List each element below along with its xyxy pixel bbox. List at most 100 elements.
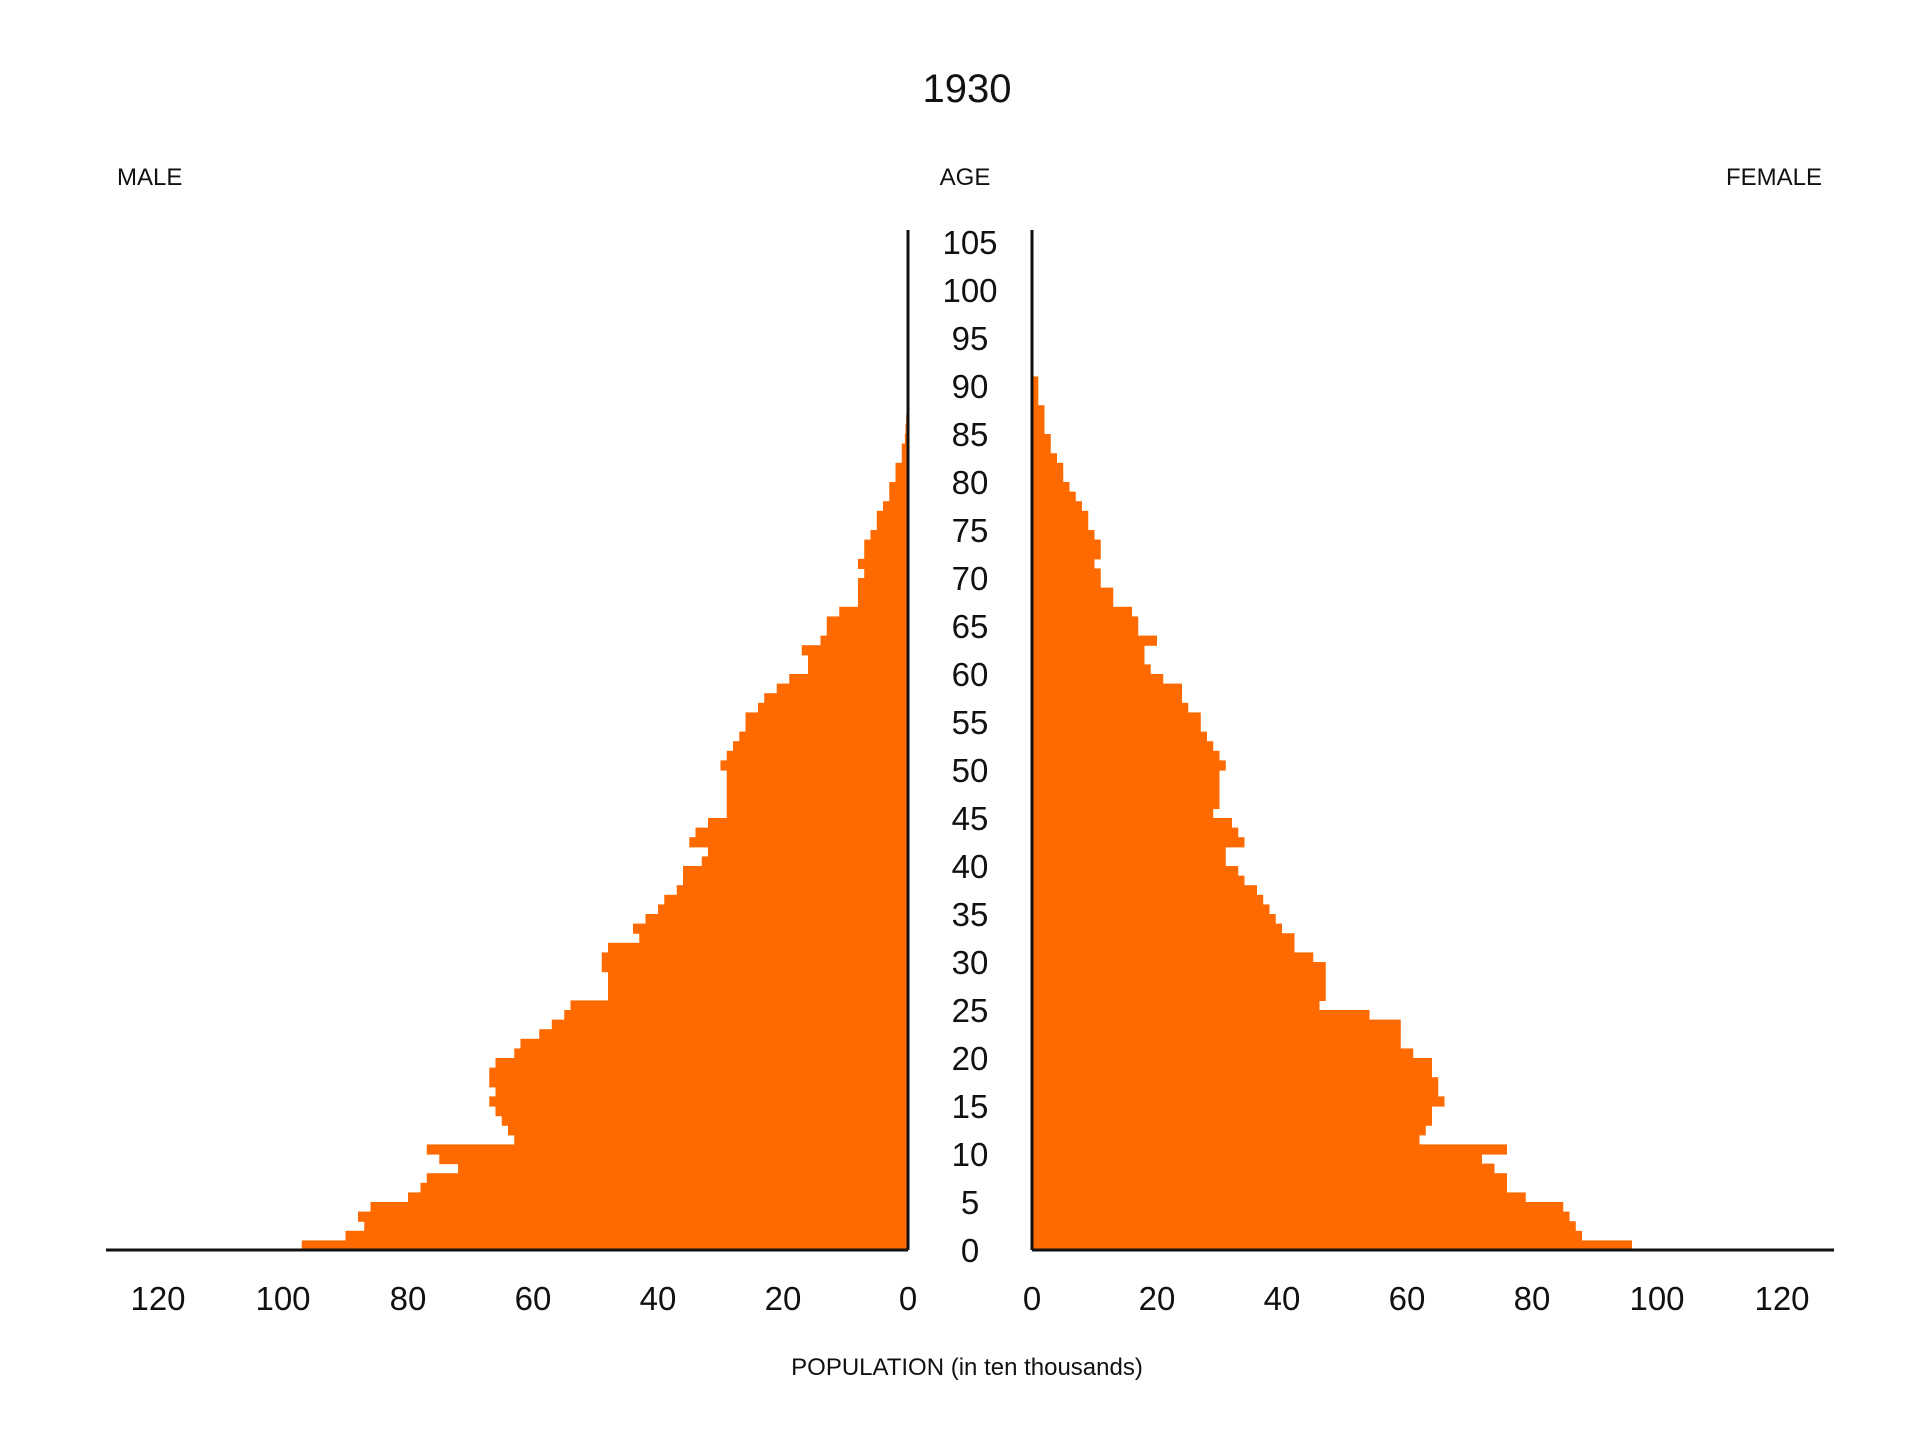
male-bar-age-58 xyxy=(776,683,908,694)
female-x-tick-0: 0 xyxy=(1023,1280,1041,1317)
age-tick-20: 20 xyxy=(952,1040,989,1077)
male-bar-age-71 xyxy=(858,558,908,569)
female-bar-age-70 xyxy=(1032,568,1101,579)
female-bar-age-18 xyxy=(1032,1067,1432,1078)
male-bar-age-20 xyxy=(514,1048,908,1059)
age-tick-5: 5 xyxy=(961,1184,979,1221)
female-bar-age-7 xyxy=(1032,1173,1507,1184)
age-tick-40: 40 xyxy=(952,848,989,885)
female-bar-age-17 xyxy=(1032,1077,1439,1088)
age-tick-75: 75 xyxy=(952,512,989,549)
female-bar-age-33 xyxy=(1032,923,1282,934)
female-x-tick-80: 80 xyxy=(1514,1280,1551,1317)
male-bar-age-22 xyxy=(539,1029,908,1040)
female-bar-age-10 xyxy=(1032,1144,1507,1155)
age-tick-80: 80 xyxy=(952,464,989,501)
male-bar-age-80 xyxy=(895,472,908,483)
female-bar-age-15 xyxy=(1032,1096,1445,1107)
male-bar-age-61 xyxy=(808,654,908,665)
male-label: MALE xyxy=(117,164,182,191)
male-bar-age-74 xyxy=(870,530,908,541)
female-bar-age-86 xyxy=(1032,414,1045,425)
male-bar-age-9 xyxy=(439,1154,908,1165)
age-tick-105: 105 xyxy=(942,224,997,261)
female-bar-age-30 xyxy=(1032,952,1314,963)
male-bar-age-6 xyxy=(420,1182,908,1193)
female-bar-age-58 xyxy=(1032,683,1182,694)
male-bar-age-43 xyxy=(695,827,908,838)
female-bar-age-20 xyxy=(1032,1048,1414,1059)
female-label: FEMALE xyxy=(1726,164,1822,191)
female-bar-age-82 xyxy=(1032,453,1057,464)
female-bar-age-34 xyxy=(1032,914,1276,925)
male-bar-age-17 xyxy=(489,1077,908,1088)
chart-title: 1930 xyxy=(923,67,1012,111)
male-bar-age-73 xyxy=(864,539,908,550)
male-bar-age-42 xyxy=(689,837,908,848)
female-bar-age-88 xyxy=(1032,395,1039,406)
male-bar-age-34 xyxy=(645,914,908,925)
female-bar-age-81 xyxy=(1032,462,1064,473)
female-bar-age-85 xyxy=(1032,424,1045,435)
age-tick-10: 10 xyxy=(952,1136,989,1173)
female-bar-age-27 xyxy=(1032,981,1326,992)
female-bar-age-45 xyxy=(1032,808,1214,819)
male-bar-age-14 xyxy=(495,1106,908,1117)
female-bar-age-71 xyxy=(1032,558,1095,569)
male-bar-age-39 xyxy=(683,866,908,877)
female-bar-age-36 xyxy=(1032,894,1264,905)
male-bar-age-33 xyxy=(633,923,908,934)
female-bar-age-62 xyxy=(1032,645,1145,656)
female-bar-age-66 xyxy=(1032,606,1132,617)
female-bar-age-0 xyxy=(1032,1240,1632,1251)
age-tick-70: 70 xyxy=(952,560,989,597)
male-x-tick-0: 0 xyxy=(899,1280,917,1317)
male-bar-age-36 xyxy=(664,894,908,905)
age-tick-35: 35 xyxy=(952,896,989,933)
female-bar-age-24 xyxy=(1032,1010,1370,1021)
male-bar-age-52 xyxy=(733,741,908,752)
female-bar-age-42 xyxy=(1032,837,1245,848)
female-bar-age-19 xyxy=(1032,1058,1432,1069)
male-bar-age-62 xyxy=(801,645,908,656)
female-bar-age-73 xyxy=(1032,539,1101,550)
male-bar-age-24 xyxy=(564,1010,908,1021)
male-bar-age-5 xyxy=(408,1192,908,1203)
age-tick-65: 65 xyxy=(952,608,989,645)
male-x-tick-80: 80 xyxy=(390,1280,427,1317)
male-bar-age-7 xyxy=(426,1173,908,1184)
female-bar-age-80 xyxy=(1032,472,1064,483)
female-bar-age-8 xyxy=(1032,1163,1495,1174)
female-bar-age-5 xyxy=(1032,1192,1526,1203)
male-bar-age-15 xyxy=(489,1096,908,1107)
male-bar-age-56 xyxy=(758,702,908,713)
female-bar-age-1 xyxy=(1032,1230,1582,1241)
age-tick-50: 50 xyxy=(952,752,989,789)
female-x-tick-20: 20 xyxy=(1139,1280,1176,1317)
male-bar-age-10 xyxy=(426,1144,908,1155)
female-x-tick-120: 120 xyxy=(1754,1280,1809,1317)
male-bar-age-84 xyxy=(904,434,908,445)
male-bars xyxy=(301,376,908,1251)
female-bar-age-35 xyxy=(1032,904,1270,915)
male-bar-age-70 xyxy=(864,568,908,579)
male-bar-age-16 xyxy=(495,1086,908,1097)
male-bar-age-1 xyxy=(345,1230,908,1241)
male-bar-age-18 xyxy=(489,1067,908,1078)
age-tick-100: 100 xyxy=(942,272,997,309)
male-bar-age-59 xyxy=(789,674,908,685)
male-bar-age-55 xyxy=(745,712,908,723)
male-bar-age-76 xyxy=(876,510,908,521)
female-bar-age-9 xyxy=(1032,1154,1482,1165)
female-bar-age-12 xyxy=(1032,1125,1426,1136)
female-bar-age-38 xyxy=(1032,875,1245,886)
female-x-tick-60: 60 xyxy=(1389,1280,1426,1317)
female-bar-age-3 xyxy=(1032,1211,1570,1222)
male-bar-age-48 xyxy=(726,779,908,790)
female-bar-age-83 xyxy=(1032,443,1051,454)
female-bar-age-77 xyxy=(1032,501,1082,512)
female-bar-age-87 xyxy=(1032,405,1045,416)
female-bar-age-59 xyxy=(1032,674,1164,685)
female-bar-age-11 xyxy=(1032,1134,1420,1145)
